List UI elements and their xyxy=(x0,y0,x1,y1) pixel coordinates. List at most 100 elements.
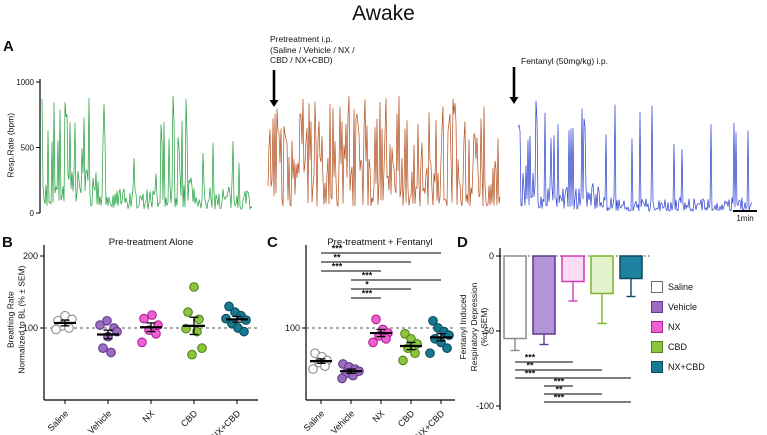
legend-label: NX xyxy=(668,322,681,332)
sig-stars: *** xyxy=(332,244,343,254)
pretreatment-annotation: Pretreatment i.p. (Saline / Vehicle / NX… xyxy=(270,34,355,66)
category-label: NX xyxy=(140,408,156,424)
data-point xyxy=(337,373,347,384)
data-point xyxy=(348,370,358,381)
legend-swatch xyxy=(651,321,663,333)
scatter-group-CBD xyxy=(398,328,422,366)
data-point xyxy=(192,326,202,337)
ytick-label: 100 xyxy=(285,323,300,333)
legend-swatch xyxy=(651,341,663,353)
category-label: CBD xyxy=(396,408,417,429)
sig-stars: * xyxy=(365,280,369,290)
sig-stars: ** xyxy=(526,361,534,371)
category-label: Vehicle xyxy=(329,408,357,435)
data-point xyxy=(197,343,207,354)
data-point xyxy=(442,343,452,354)
legend-label: Vehicle xyxy=(668,302,698,312)
legend-label: Saline xyxy=(668,282,694,292)
scale-bar-label: 1min xyxy=(736,214,754,223)
panel-d-ylabel: Fentanyl Induced Respiratory Depression … xyxy=(458,282,490,372)
data-point xyxy=(151,328,161,339)
data-point xyxy=(102,315,112,326)
bar-CBD xyxy=(590,255,614,295)
legend-label: NX+CBD xyxy=(668,362,705,372)
sig-stars: *** xyxy=(525,353,536,363)
scatter-group-Saline xyxy=(308,348,332,374)
panel-a-ytick: 500 xyxy=(21,143,35,152)
data-point xyxy=(139,313,149,324)
ytick-label: -100 xyxy=(476,401,494,411)
data-point xyxy=(398,355,408,366)
figure-title: Awake xyxy=(352,2,415,25)
panel_b: 100 200 Saline Vehicle NX CBD NX+CBD xyxy=(23,245,258,435)
category-label: Saline xyxy=(302,408,327,433)
bar-Saline xyxy=(503,255,527,340)
panel-a-ytick: 1000 xyxy=(16,78,34,87)
sig-stars: ** xyxy=(333,253,341,263)
ytick-label: -50 xyxy=(481,326,494,336)
panel-a-ytick: 0 xyxy=(30,209,35,218)
fentanyl-annotation: Fentanyl (50mg/kg) i.p. xyxy=(521,56,608,66)
data-point xyxy=(106,347,116,358)
data-point xyxy=(194,314,204,325)
data-point xyxy=(371,314,381,325)
bar-NX+CBD xyxy=(619,255,643,280)
data-point xyxy=(410,348,420,359)
scatter-group-CBD xyxy=(181,282,207,360)
scatter-group-Saline xyxy=(51,310,77,335)
legend-item: Vehicle xyxy=(651,301,705,313)
scatter-group-NX+CBD xyxy=(221,301,251,337)
data-point xyxy=(51,324,61,335)
category-label: NX+CBD xyxy=(413,408,446,435)
data-point xyxy=(239,326,249,337)
data-point xyxy=(368,337,378,348)
category-label: Saline xyxy=(46,408,71,433)
panel-a: 0 500 1000 xyxy=(16,67,757,218)
panel-c-title: Pre-treatment + Fentanyl xyxy=(327,237,433,248)
resp-trace-baseline xyxy=(41,95,253,211)
scatter-group-Vehicle xyxy=(337,359,364,384)
sig-stars: *** xyxy=(332,262,343,272)
panel-a-ylabel: Resp.Rate (bpm) xyxy=(5,112,16,178)
sig-stars: *** xyxy=(554,393,565,403)
category-label: Vehicle xyxy=(86,408,114,435)
data-point xyxy=(64,323,74,333)
data-point xyxy=(187,349,197,360)
data-point xyxy=(224,301,234,312)
panel-d-label: D xyxy=(457,234,468,251)
scatter-group-Vehicle xyxy=(95,315,122,358)
legend-item: NX+CBD xyxy=(651,361,705,373)
data-point xyxy=(381,333,391,344)
legend-swatch xyxy=(651,301,663,313)
panel-d: 0-50-100**************** xyxy=(476,248,650,411)
data-point xyxy=(137,337,147,348)
data-point xyxy=(189,282,199,292)
ytick-label: 200 xyxy=(23,251,38,261)
sig-stars: *** xyxy=(525,369,536,379)
legend-swatch xyxy=(651,281,663,293)
data-point xyxy=(425,348,435,359)
resp-trace-post-fentanyl xyxy=(517,100,753,213)
panel-b-title: Pre-treatment Alone xyxy=(108,237,194,248)
scatter-group-NX xyxy=(368,314,393,348)
data-point xyxy=(428,315,438,326)
resp-trace-post-pretreatment xyxy=(267,95,501,208)
category-label: CBD xyxy=(179,408,200,429)
sig-stars: *** xyxy=(362,271,373,281)
legend-item: Saline xyxy=(651,281,705,293)
data-point xyxy=(183,307,193,318)
sig-stars: *** xyxy=(554,377,565,387)
legend-swatch xyxy=(651,361,663,373)
down-arrow-icon xyxy=(269,100,279,107)
ytick-label: 0 xyxy=(489,251,494,261)
panel-b-label: B xyxy=(2,234,13,251)
data-point xyxy=(308,364,318,374)
legend-label: CBD xyxy=(668,342,688,352)
data-point xyxy=(147,310,157,320)
down-arrow-icon xyxy=(509,97,519,104)
category-label: NX+CBD xyxy=(209,408,242,435)
data-point xyxy=(98,343,108,354)
panel-a-label: A xyxy=(3,38,14,55)
